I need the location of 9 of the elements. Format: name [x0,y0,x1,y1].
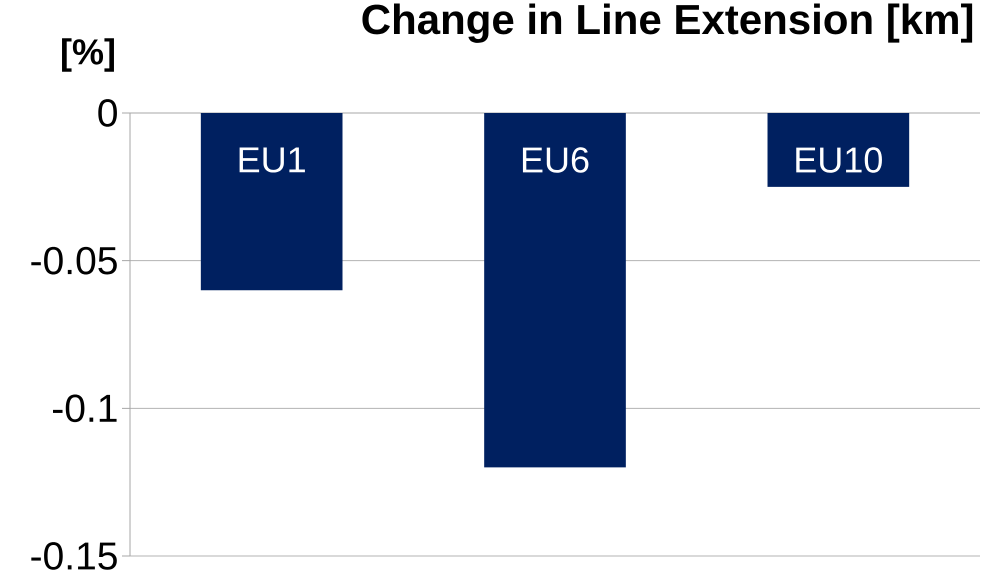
y-tick-label: -0.05 [31,246,117,274]
y-tick-label: -0.1 [53,394,117,422]
x-tick-label: EU1 [240,147,305,173]
y-axis-title: [%] [62,38,114,72]
x-tick-label: EU10 [796,147,882,173]
y-tick-label: -0.15 [31,542,117,570]
chart-title: Change in Line Extension [km] [362,4,972,43]
x-tick-label: EU6 [522,147,588,173]
y-tick-label: 0 [98,99,117,127]
